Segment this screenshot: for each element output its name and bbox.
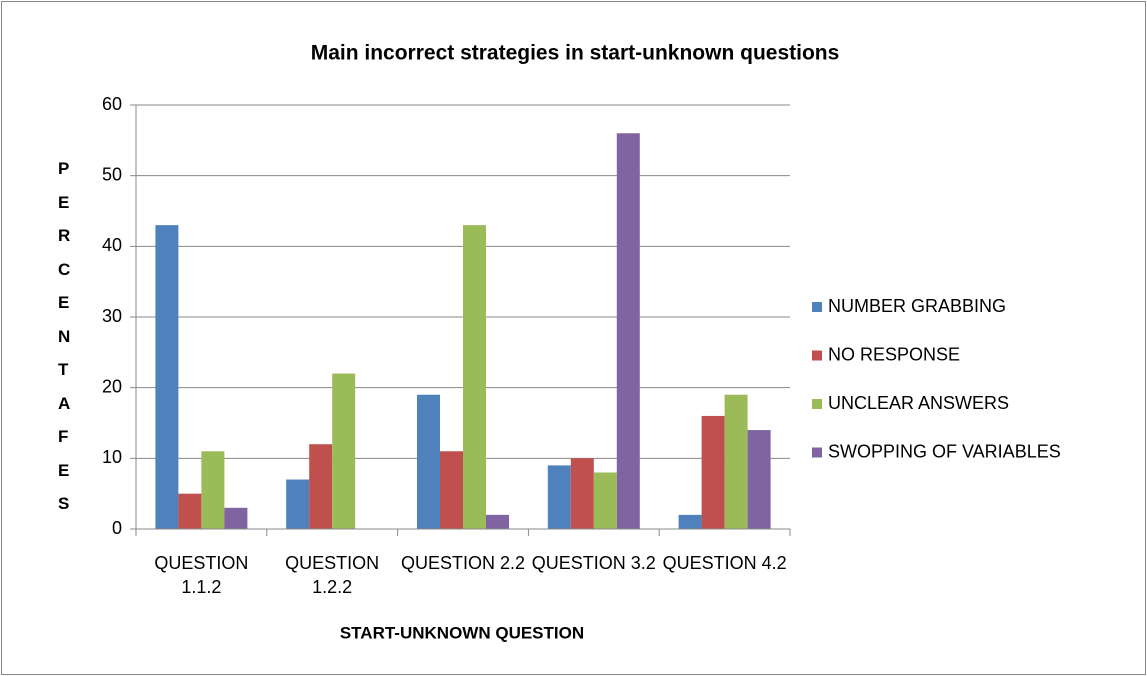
legend-label: UNCLEAR ANSWERS (828, 393, 1009, 413)
bar (178, 493, 202, 529)
bar (224, 507, 248, 529)
y-tick-label: 50 (102, 164, 122, 184)
y-tick-label: 30 (102, 306, 122, 326)
x-axis-title: START-UNKNOWN QUESTION (340, 623, 584, 642)
y-tick-label: 40 (102, 235, 122, 255)
x-tick-label: QUESTION 4.2 (662, 553, 787, 573)
legend-swatch (812, 399, 822, 409)
x-tick-label: QUESTION 1.2.2 (285, 553, 380, 597)
legend-swatch (812, 350, 822, 361)
bar (440, 451, 463, 529)
x-tick-label: QUESTION 2.2 (400, 553, 526, 573)
bar (747, 430, 771, 529)
y-axis-title: PERCENTAFES (58, 159, 71, 513)
x-tick-label: QUESTION 1.1.2 (154, 553, 249, 597)
y-tick-label: 20 (102, 376, 122, 396)
y-tick-label: 0 (112, 518, 122, 538)
bar (486, 514, 509, 529)
legend-swatch (812, 302, 822, 312)
bar (332, 373, 356, 529)
legend-label: NUMBER GRABBING (828, 296, 1006, 316)
legend-swatch (812, 447, 822, 458)
legend-label: SWOPPING OF VARIABLES (828, 441, 1061, 461)
bar (678, 514, 702, 529)
bar (463, 225, 486, 529)
bar (593, 472, 617, 529)
bar (155, 225, 179, 529)
chart-title: Main incorrect strategies in start-unkno… (311, 42, 840, 65)
x-tick-label: QUESTION 3.2 (531, 553, 656, 573)
bar (309, 444, 333, 529)
bar (570, 458, 594, 529)
y-tick-label: 10 (102, 447, 122, 467)
bar (616, 133, 640, 529)
bar (417, 394, 440, 529)
bar (547, 465, 571, 529)
bar (201, 451, 225, 529)
legend-label: NO RESPONSE (828, 344, 960, 364)
y-tick-label: 60 (102, 94, 122, 114)
bar (286, 479, 310, 529)
bar (724, 394, 748, 529)
bar (701, 415, 725, 529)
